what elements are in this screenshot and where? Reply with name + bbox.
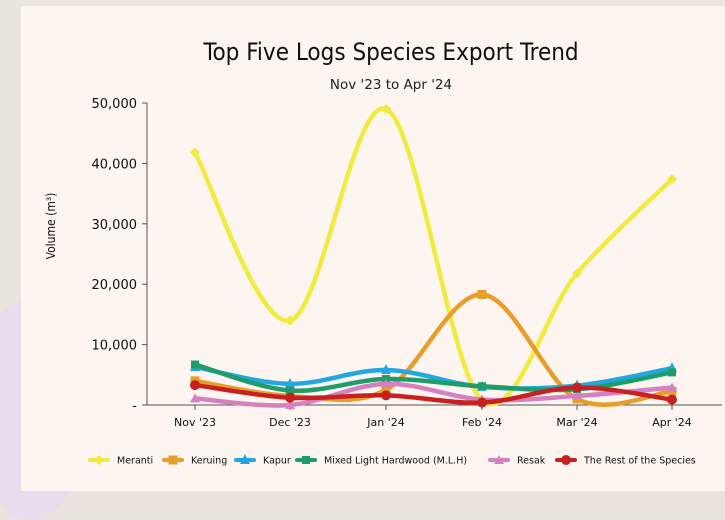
series-the-rest-of-the-species	[190, 380, 677, 408]
legend: Meranti Keruing Kapur Mixed Light Hardwood …	[88, 454, 696, 467]
y-tick-label: 40,000	[92, 157, 138, 172]
y-tick-label: 50,000	[92, 97, 138, 112]
series-meranti	[190, 104, 677, 407]
data-point	[667, 394, 677, 405]
legend-label: Keruing	[191, 456, 227, 467]
x-tick-label: Mar '24	[556, 416, 597, 429]
data-point	[381, 104, 391, 115]
legend-marker	[240, 454, 250, 464]
x-tick-label: Nov '23	[174, 416, 216, 429]
chart-title: Top Five Logs Species Export Trend	[202, 38, 578, 66]
data-point	[381, 363, 391, 374]
x-tick-label: Dec '23	[269, 416, 311, 429]
y-tick-label: -	[132, 399, 137, 414]
data-point	[667, 174, 677, 185]
series-line	[192, 381, 675, 408]
legend-item: Mixed Light Hardwood (M.L.H)	[295, 456, 467, 467]
data-point	[190, 380, 200, 391]
legend-marker	[494, 455, 504, 464]
data-point	[667, 382, 677, 392]
data-point	[381, 385, 391, 395]
y-tick-label: 10,000	[92, 339, 138, 354]
data-point	[286, 386, 294, 395]
legend-label: Meranti	[117, 456, 153, 467]
data-point	[572, 268, 582, 279]
line-chart: Top Five Logs Species Export Trend Nov '…	[44, 38, 722, 467]
y-axis-label: Volume (m³)	[44, 193, 58, 260]
data-point	[285, 400, 295, 409]
data-point	[191, 360, 199, 369]
legend-item: Keruing	[162, 455, 227, 467]
x-tick-label: Feb '24	[462, 416, 502, 429]
data-point	[477, 289, 487, 299]
data-point	[572, 390, 582, 400]
legend-item: Kapur	[234, 454, 291, 467]
data-point	[190, 147, 200, 158]
series-lines	[190, 104, 677, 409]
y-tick-label: 20,000	[92, 278, 138, 293]
legend-marker	[168, 455, 178, 465]
legend-item: Meranti	[88, 455, 153, 467]
x-tick-label: Jan '24	[366, 416, 404, 429]
legend-label: Mixed Light Hardwood (M.L.H)	[324, 456, 467, 467]
data-point	[668, 368, 676, 377]
data-point	[285, 392, 295, 403]
data-point	[190, 393, 200, 403]
chart-card	[21, 6, 725, 491]
data-point	[285, 315, 295, 326]
data-point	[381, 390, 391, 401]
y-tick-label: 30,000	[92, 218, 138, 233]
data-point	[572, 382, 582, 393]
series-line	[192, 106, 675, 407]
series-line	[192, 382, 675, 405]
data-point	[478, 382, 486, 391]
legend-label: Kapur	[263, 456, 291, 467]
legend-marker	[302, 456, 310, 464]
legend-label: Resak	[517, 456, 546, 467]
chart-subtitle: Nov '23 to Apr '24	[330, 77, 452, 93]
y-axis-ticks: - 10,000 20,000 30,000 40,000 50,000	[92, 97, 147, 414]
legend-item: The Rest of the Species	[555, 455, 696, 467]
x-axis-ticks: Nov '23 Dec '23 Jan '24 Feb '24 Mar '24 Apr '…	[174, 405, 692, 429]
legend-label: The Rest of the Species	[583, 456, 696, 467]
legend-marker	[561, 455, 571, 465]
data-point	[477, 397, 487, 408]
data-point	[381, 378, 391, 388]
data-point	[285, 377, 295, 388]
legend-marker	[94, 455, 104, 465]
series-line	[192, 364, 675, 391]
x-tick-label: Apr '24	[652, 416, 692, 429]
legend-item: Resak	[488, 455, 546, 467]
